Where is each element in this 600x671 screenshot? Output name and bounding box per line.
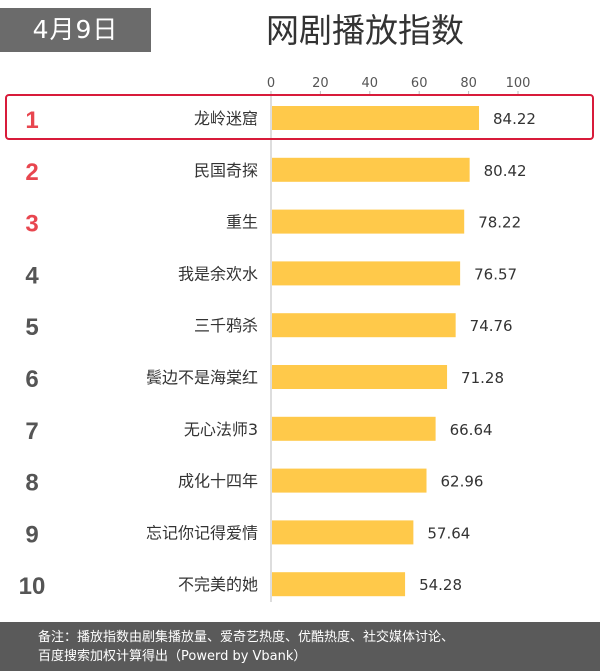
- rank-label: 6: [25, 366, 38, 393]
- bar: [272, 157, 470, 182]
- value-label: 71.28: [461, 369, 504, 387]
- category-label: 我是余欢水: [178, 264, 258, 283]
- category-label: 龙岭迷窟: [194, 109, 258, 128]
- rank-label: 8: [25, 470, 38, 497]
- value-label: 74.76: [470, 317, 513, 335]
- x-tick-label: 80: [460, 76, 477, 91]
- rank-label: 7: [25, 418, 38, 445]
- value-label: 84.22: [493, 110, 536, 128]
- value-label: 54.28: [419, 576, 462, 594]
- bar: [272, 313, 456, 338]
- footer-line-1: 备注：播放指数由剧集播放量、爱奇艺热度、优酷热度、社交媒体讨论、: [38, 630, 455, 645]
- date-badge: 4月9日: [0, 8, 151, 52]
- rank-label: 10: [19, 573, 46, 600]
- rank-label: 4: [25, 262, 39, 289]
- value-label: 78.22: [478, 214, 521, 232]
- x-tick-label: 100: [506, 76, 531, 91]
- bar: [272, 520, 414, 545]
- bar: [272, 209, 465, 234]
- rank-label: 2: [25, 159, 38, 186]
- category-label: 忘记你记得爱情: [146, 523, 258, 542]
- category-label: 无心法师3: [184, 420, 258, 439]
- bar: [272, 261, 461, 286]
- footer-note: 备注：播放指数由剧集播放量、爱奇艺热度、优酷热度、社交媒体讨论、 百度搜索加权计…: [0, 622, 600, 671]
- highlight-box-rank-1: [5, 94, 594, 140]
- chart-title: 网剧播放指数: [266, 11, 464, 50]
- category-label: 重生: [226, 213, 258, 232]
- rank-label: 3: [25, 211, 38, 238]
- x-tick-label: 0: [267, 76, 275, 91]
- value-label: 62.96: [441, 473, 484, 491]
- rank-label: 9: [25, 521, 38, 548]
- value-label: 76.57: [474, 265, 517, 283]
- rank-label: 1: [25, 107, 38, 134]
- category-label: 不完美的她: [178, 575, 258, 594]
- value-label: 80.42: [484, 162, 527, 180]
- bar: [272, 468, 427, 493]
- bar: [272, 416, 436, 441]
- x-tick-label: 40: [362, 76, 379, 91]
- category-label: 三千鸦杀: [194, 316, 258, 335]
- bar-chart: 0 20 40 60 80 100 1 龙岭迷窟 84.22 2 民国奇探 80.42 3 重生 78.22…: [19, 76, 536, 602]
- bar: [272, 365, 448, 389]
- value-label: 57.64: [427, 524, 470, 542]
- category-label: 成化十四年: [178, 472, 258, 491]
- rank-label: 5: [25, 314, 38, 341]
- category-label: 民国奇探: [194, 161, 258, 180]
- x-tick-label: 20: [312, 76, 329, 91]
- bar: [272, 572, 406, 597]
- category-label: 鬓边不是海棠红: [146, 368, 258, 387]
- value-label: 66.64: [450, 421, 493, 439]
- footer-line-2: 百度搜索加权计算得出（Powerd by Vbank）: [38, 649, 307, 664]
- bar: [272, 106, 480, 130]
- x-tick-label: 60: [411, 76, 428, 91]
